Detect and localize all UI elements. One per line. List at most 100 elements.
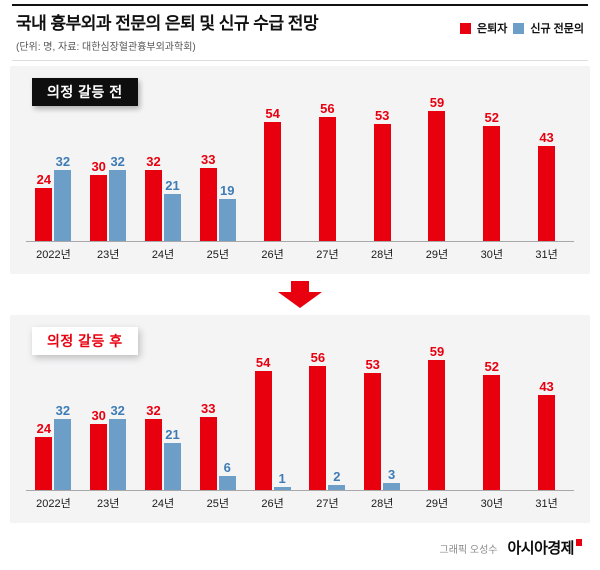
- bar: [35, 187, 53, 241]
- x-axis-label: 23년: [97, 248, 120, 261]
- x-axis-label: 2022년: [36, 248, 71, 261]
- bar-retiree: 24: [35, 171, 53, 241]
- bar-group: 59: [410, 345, 465, 490]
- x-axis-label: 31년: [535, 497, 558, 510]
- bar-group: 33 6: [190, 402, 245, 490]
- bar-value-label: 32: [55, 403, 71, 419]
- bar: [54, 419, 72, 490]
- bar: [218, 476, 236, 490]
- bar-retiree: 33: [199, 400, 217, 490]
- bar-group: 24 32: [26, 155, 81, 241]
- x-axis-label: 23년: [97, 497, 120, 510]
- bar-group: 43: [519, 380, 574, 490]
- bar-retiree: 52: [483, 111, 501, 241]
- bar-value-label: 52: [484, 359, 499, 375]
- bar-value-label: 24: [36, 171, 52, 187]
- bar-new-specialist: 32: [54, 403, 72, 490]
- x-axis-label: 30년: [480, 497, 503, 510]
- bar: [199, 416, 217, 490]
- chart-after-title-badge: 의정 갈등 후: [32, 326, 138, 355]
- x-axis-label: 30년: [480, 248, 503, 261]
- bar: [163, 194, 181, 241]
- bar-value-label: 32: [110, 154, 125, 170]
- transition-arrow-row: [10, 280, 590, 308]
- bar-value-label: 19: [220, 182, 235, 198]
- bar-group: 33 19: [190, 153, 245, 241]
- chart-before-panel: 의정 갈등 전 24 32 30 32 32 21 33 19 54 56 53 59 52 43 202…: [10, 65, 590, 274]
- bar-retiree: 43: [538, 129, 556, 241]
- bar-value-label: 33: [201, 400, 216, 416]
- bar: [109, 170, 127, 241]
- bar-retiree: 52: [483, 359, 501, 490]
- bar-group: 53: [355, 109, 410, 241]
- bar-retiree: 30: [90, 160, 108, 241]
- bar-value-label: 32: [146, 154, 161, 170]
- top-rule: [12, 4, 588, 6]
- bar-value-label: 1: [278, 471, 286, 487]
- bar-group: 52: [464, 111, 519, 241]
- down-arrow-icon: [278, 280, 322, 308]
- x-axis-label: 27년: [316, 248, 339, 261]
- title-block: 국내 흉부외과 전문의 은퇴 및 신규 수급 전망 (단위: 명, 자료: 대한…: [16, 14, 319, 53]
- bar-value-label: 54: [255, 354, 271, 370]
- legend-label-new-specialist: 신규 전문의: [530, 23, 584, 35]
- x-axis-label: 25년: [206, 497, 229, 510]
- bar-value-label: 56: [310, 350, 326, 366]
- bar-group: 32 21: [136, 403, 191, 490]
- bar-value-label: 21: [165, 427, 180, 443]
- bar: [90, 423, 108, 490]
- legend: 은퇴자 신규 전문의: [459, 20, 584, 36]
- bar: [373, 123, 391, 241]
- bar: [218, 198, 236, 241]
- x-axis-label: 26년: [261, 248, 284, 261]
- bar-new-specialist: 32: [109, 154, 127, 241]
- bar-new-specialist: 32: [109, 403, 127, 490]
- bar-group: 30 32: [81, 154, 136, 241]
- plot-area-after: 24 32 30 32 32 21 33 6 54 1 56 2 53 3 59 52 43: [26, 339, 574, 491]
- x-axis-label: 25년: [206, 248, 229, 261]
- bar-value-label: 43: [539, 129, 554, 145]
- bar: [144, 419, 162, 490]
- bar-retiree: 32: [144, 154, 162, 241]
- x-axis-label: 31년: [535, 248, 558, 261]
- bar-value-label: 54: [265, 105, 280, 121]
- bar: [273, 487, 291, 490]
- bar-retiree: 33: [199, 151, 217, 241]
- x-axis-label: 24년: [151, 248, 175, 261]
- bar-value-label: 21: [165, 178, 180, 194]
- bar-group: 53 3: [355, 358, 410, 490]
- bar: [54, 170, 72, 241]
- bar-group: 24 32: [26, 403, 81, 490]
- bar-new-specialist: 6: [218, 460, 236, 490]
- x-axis-labels-after: 2022년 23년 24년 25년 26년 27년 28년 29년 30년 31년: [26, 495, 574, 511]
- bar-value-label: 32: [146, 403, 161, 419]
- legend-label-retiree: 은퇴자: [476, 23, 508, 35]
- bar-new-specialist: 21: [163, 178, 181, 241]
- bar: [318, 117, 336, 241]
- bar-retiree: 54: [264, 105, 282, 241]
- x-axis-label: 27년: [316, 497, 339, 510]
- bar-value-label: 6: [223, 460, 231, 476]
- bar-value-label: 3: [388, 466, 396, 482]
- bar-value-label: 32: [110, 403, 125, 419]
- bar-group: 56: [300, 102, 355, 241]
- subtitle: (단위: 명, 자료: 대한심장혈관흉부외과학회): [16, 41, 196, 53]
- bar-new-specialist: 21: [163, 427, 181, 490]
- bar-group: 30 32: [81, 403, 136, 490]
- bar-value-label: 33: [201, 151, 216, 167]
- x-axis-label: 28년: [371, 248, 394, 261]
- bar-retiree: 56: [309, 350, 327, 490]
- bar: [483, 126, 501, 241]
- bar-value-label: 59: [429, 343, 445, 359]
- chart-before-title-badge: 의정 갈등 전: [32, 77, 138, 106]
- plot-area-before: 24 32 30 32 32 21 33 19 54 56 53 59 52 43: [26, 90, 574, 242]
- bar-group: 43: [519, 131, 574, 241]
- bar-new-specialist: 19: [218, 182, 236, 241]
- bar-retiree: 24: [35, 422, 53, 490]
- bar-value-label: 59: [429, 94, 445, 110]
- bar: [483, 375, 501, 490]
- bar-value-label: 53: [365, 356, 380, 372]
- bar: [264, 121, 282, 241]
- legend-swatch-retiree-icon: [459, 22, 471, 34]
